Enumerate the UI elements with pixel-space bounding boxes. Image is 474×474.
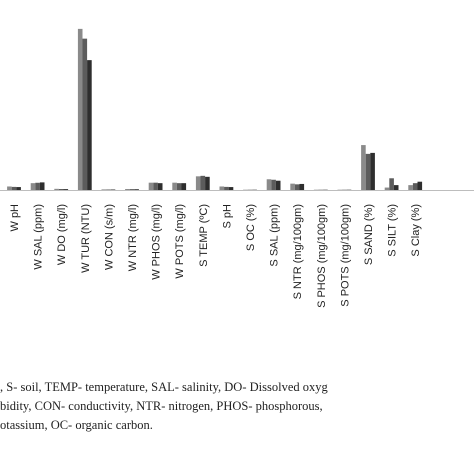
caption-line-1: , S- soil, TEMP- temperature, SAL- salin…: [0, 380, 328, 394]
bar-5-series-2: [106, 189, 111, 191]
bar-17-series-2: [389, 178, 394, 190]
bar-10-series-2: [224, 186, 229, 190]
bar-13-series-2: [294, 184, 300, 190]
bar-7-series-1: [148, 182, 154, 190]
bar-4-series-3: [87, 60, 92, 190]
bar-16-series-3: [370, 152, 375, 190]
bar-6-series-3: [134, 189, 139, 190]
bar-chart: W pH W SAL (ppm) W DO (mg/l) W TUR (NTU) W C…: [0, 28, 474, 308]
bar-4-series-2: [82, 38, 88, 191]
x-tick-label: W TUR (NTU): [80, 204, 92, 273]
x-tick-label: W POTS (mg/l): [174, 204, 186, 279]
bar-10-series-3: [228, 187, 234, 190]
bar-17-series-1: [384, 187, 390, 190]
bar-2-series-1: [30, 183, 36, 190]
bar-8-series-3: [181, 183, 187, 190]
bar-5-series-1: [101, 189, 107, 191]
x-tick-label: S TEMP (ºC): [198, 204, 210, 267]
bar-4-series-1: [77, 28, 83, 190]
bar-3-series-2: [58, 189, 64, 190]
bar-8-series-1: [172, 182, 177, 190]
bar-7-series-2: [153, 182, 158, 190]
figure-caption: , S- soil, TEMP- temperature, SAL- salin…: [0, 378, 474, 435]
x-tick-label: S pH: [221, 204, 233, 229]
bar-18-series-1: [408, 185, 413, 190]
bars-group: [7, 28, 423, 191]
bar-1-series-3: [16, 187, 21, 190]
bar-13-series-1: [290, 183, 295, 190]
x-tick-label: W pH: [9, 204, 21, 232]
bar-2-series-2: [35, 182, 40, 190]
x-tick-label: S SILT (%): [387, 204, 399, 257]
bar-6-series-2: [129, 189, 135, 190]
bar-3-series-1: [54, 188, 59, 190]
bar-2-series-3: [39, 182, 45, 190]
x-tick-label: W CON (s/m): [103, 204, 115, 270]
bar-8-series-2: [176, 183, 182, 190]
bar-12-series-2: [271, 179, 276, 190]
bar-9-series-3: [205, 176, 210, 190]
x-tick-label: W SAL (ppm): [33, 204, 45, 270]
x-tick-labels: W pH W SAL (ppm) W DO (mg/l) W TUR (NTU) W C…: [9, 204, 422, 308]
bar-12-series-1: [266, 179, 272, 190]
bar-3-series-3: [63, 189, 69, 190]
x-tick-label: S NTR (mg/100gm): [292, 204, 304, 299]
x-tick-label: S Clay (%): [410, 204, 422, 257]
bar-18-series-3: [417, 181, 423, 190]
bar-7-series-3: [157, 183, 163, 190]
bar-12-series-3: [275, 180, 281, 190]
bar-9-series-1: [195, 176, 201, 190]
bar-5-series-3: [110, 189, 116, 191]
bar-18-series-2: [412, 183, 418, 190]
x-tick-label: S SAND (%): [363, 204, 375, 265]
x-tick-label: W DO (mg/l): [56, 204, 68, 265]
caption-line-2: bidity, CON- conductivity, NTR- nitrogen…: [0, 399, 323, 413]
x-tick-label: S SAL (ppm): [269, 204, 281, 267]
x-tick-label: W NTR (mg/l): [127, 204, 139, 271]
bar-16-series-1: [361, 145, 366, 190]
bar-10-series-1: [219, 186, 225, 190]
x-tick-label: W PHOS (mg/l): [151, 204, 163, 280]
bar-9-series-2: [200, 175, 206, 190]
caption-line-3: otassium, OC- organic carbon.: [0, 418, 153, 432]
x-tick-label: S POTS (mg/100gm): [339, 204, 351, 307]
bar-13-series-3: [299, 183, 305, 190]
bar-1-series-2: [11, 186, 17, 190]
x-tick-label: S PHOS (mg/100gm): [316, 204, 328, 308]
bar-6-series-1: [125, 189, 130, 190]
bar-17-series-3: [393, 185, 399, 190]
bar-1-series-1: [7, 186, 12, 190]
x-tick-label: S OC (%): [245, 204, 257, 251]
bar-16-series-2: [365, 153, 371, 190]
